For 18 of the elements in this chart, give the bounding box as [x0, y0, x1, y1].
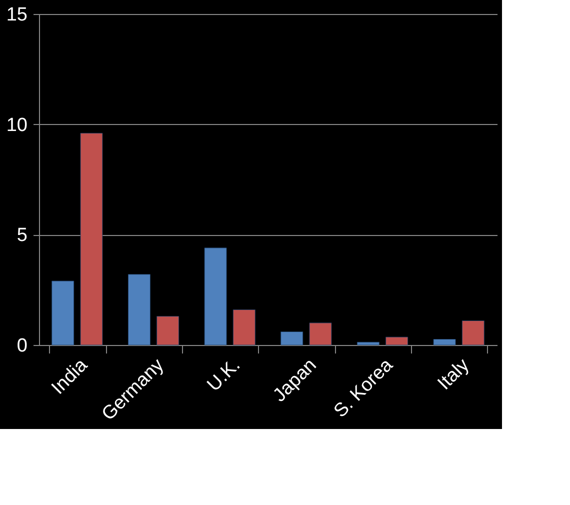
x-tick-label: Italy: [434, 354, 474, 394]
y-tick-label: 15: [6, 4, 28, 26]
bar: [128, 274, 150, 346]
bar: [80, 132, 103, 346]
bar: [386, 336, 408, 346]
bar: [52, 280, 74, 346]
bar: [356, 342, 380, 346]
bar: [204, 248, 227, 346]
bar: [433, 339, 456, 346]
bar: [156, 316, 180, 346]
y-tick-label: 5: [16, 225, 28, 246]
y-tick-label: 0: [16, 336, 28, 356]
x-tick-label: U.K.: [203, 354, 244, 396]
bar: [232, 309, 256, 346]
bar: [309, 322, 332, 346]
bar: [462, 320, 484, 346]
y-tick-label: 10: [6, 114, 28, 136]
bar: [280, 332, 304, 346]
